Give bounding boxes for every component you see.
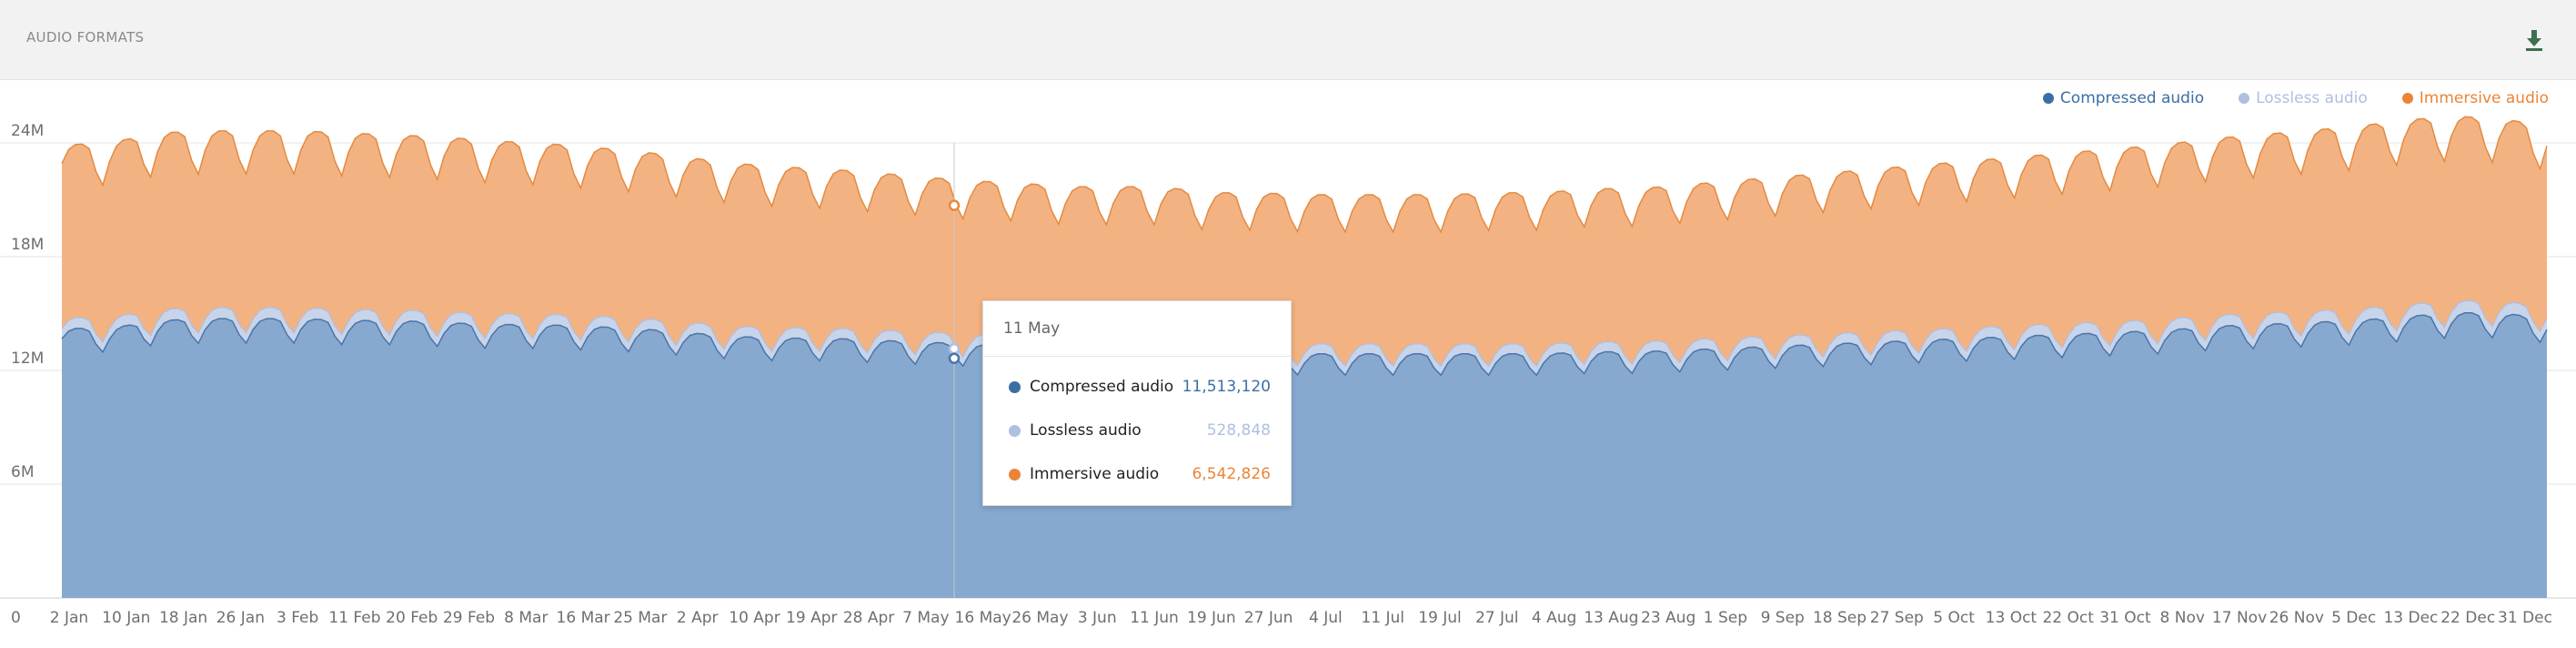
x-tick-label: 26 May <box>1011 609 1068 627</box>
x-tick-label: 13 Oct <box>1986 609 2038 627</box>
tooltip-row-lossless: Lossless audio 528,848 <box>1009 420 1271 441</box>
legend-dot <box>2401 93 2413 104</box>
x-tick-label: 27 Jun <box>1244 609 1293 627</box>
tooltip-label: Immersive audio <box>1030 465 1160 483</box>
series-area-immersive[interactable] <box>62 116 2547 367</box>
legend-label: Immersive audio <box>2419 89 2549 107</box>
hover-marker <box>948 352 961 364</box>
download-icon[interactable] <box>2520 25 2549 55</box>
x-tick-label: 7 May <box>902 609 949 627</box>
x-tick-label: 19 Jul <box>1418 609 1462 627</box>
series-area-lossless[interactable] <box>62 300 2547 376</box>
x-tick-label: 1 Sep <box>1704 609 1747 627</box>
x-tick-label: 18 Jan <box>159 609 207 627</box>
y-tick-label: 24M <box>11 122 44 140</box>
y-tick-label: 18M <box>11 236 44 254</box>
x-tick-label: 26 Jan <box>216 609 265 627</box>
x-tick-label: 16 May <box>955 609 1011 627</box>
x-tick-label: 29 Feb <box>443 609 495 627</box>
x-tick-label: 31 Dec <box>2498 609 2552 627</box>
x-tick-label: 8 Mar <box>504 609 548 627</box>
x-tick-label: 25 Mar <box>613 609 667 627</box>
y-tick-label: 6M <box>11 463 34 481</box>
tooltip-dot <box>1009 468 1021 481</box>
legend-dot <box>2239 93 2250 104</box>
tooltip-label: Compressed audio <box>1030 378 1174 396</box>
x-tick-label: 9 Sep <box>1761 609 1805 627</box>
x-tick-label: 4 Aug <box>1532 609 1576 627</box>
x-tick-label: 22 Oct <box>2042 609 2094 627</box>
tooltip-dot <box>1009 424 1021 437</box>
chart-legend: Compressed audio Lossless audio Immersiv… <box>2042 89 2549 107</box>
x-tick-label: 28 Apr <box>843 609 894 627</box>
x-tick-label: 3 Feb <box>277 609 318 627</box>
x-tick-label: 4 Jul <box>1309 609 1343 627</box>
x-tick-label: 10 Apr <box>729 609 780 627</box>
x-tick-label: 22 Dec <box>2440 609 2495 627</box>
x-tick-label: 19 Apr <box>786 609 837 627</box>
series-line-lossless <box>61 299 2548 368</box>
x-tick-label: 3 Jun <box>1078 609 1117 627</box>
x-tick-label: 11 Feb <box>328 609 380 627</box>
x-tick-label: 18 Sep <box>1813 609 1867 627</box>
x-tick-label: 19 Jun <box>1187 609 1236 627</box>
tooltip-row-immersive: Immersive audio 6,542,826 <box>1009 463 1271 485</box>
hover-marker <box>948 199 961 211</box>
x-tick-label: 23 Aug <box>1641 609 1696 627</box>
legend-label: Compressed audio <box>2059 89 2205 107</box>
legend-item-compressed[interactable]: Compressed audio <box>2042 89 2205 107</box>
tooltip-value: 11,513,120 <box>1182 378 1271 396</box>
legend-label: Lossless audio <box>2256 89 2368 107</box>
tooltip-dot <box>1009 380 1021 393</box>
x-tick-label: 11 Jun <box>1130 609 1179 627</box>
chart-tooltip: 11 May Compressed audio 11,513,120 Lossl… <box>982 300 1292 506</box>
tooltip-divider <box>983 356 1291 357</box>
x-tick-label: 27 Sep <box>1870 609 1924 627</box>
x-tick-label: 11 Jul <box>1361 609 1404 627</box>
tooltip-value: 6,542,826 <box>1192 465 1271 483</box>
x-tick-label: 31 Oct <box>2099 609 2151 627</box>
legend-item-immersive[interactable]: Immersive audio <box>2401 89 2549 107</box>
y-tick-label: 0 <box>11 609 21 627</box>
x-tick-label: 17 Nov <box>2212 609 2267 627</box>
x-tick-label: 27 Jul <box>1475 609 1519 627</box>
panel-title: AUDIO FORMATS <box>26 29 145 46</box>
x-tick-label: 20 Feb <box>386 609 438 627</box>
panel-header: AUDIO FORMATS <box>0 0 2576 80</box>
x-tick-label: 8 Nov <box>2160 609 2205 627</box>
tooltip-value: 528,848 <box>1206 421 1271 440</box>
tooltip-label: Lossless audio <box>1030 421 1142 440</box>
tooltip-row-compressed: Compressed audio 11,513,120 <box>1009 376 1271 398</box>
x-tick-label: 2 Apr <box>677 609 719 627</box>
series-line-compressed <box>61 311 2548 377</box>
series-area-compressed[interactable] <box>62 312 2547 598</box>
series-line-immersive <box>61 116 2548 234</box>
x-tick-label: 2 Jan <box>50 609 88 627</box>
legend-item-lossless[interactable]: Lossless audio <box>2239 89 2368 107</box>
x-tick-label: 5 Oct <box>1933 609 1975 627</box>
x-tick-label: 16 Mar <box>557 609 610 627</box>
x-tick-label: 10 Jan <box>102 609 150 627</box>
legend-dot <box>2042 93 2054 104</box>
x-tick-label: 26 Nov <box>2269 609 2324 627</box>
hover-marker <box>948 342 961 355</box>
x-tick-label: 5 Dec <box>2331 609 2376 627</box>
x-tick-label: 13 Aug <box>1584 609 1638 627</box>
x-tick-label: 13 Dec <box>2383 609 2438 627</box>
y-tick-label: 12M <box>11 349 44 368</box>
tooltip-date: 11 May <box>1003 319 1061 338</box>
